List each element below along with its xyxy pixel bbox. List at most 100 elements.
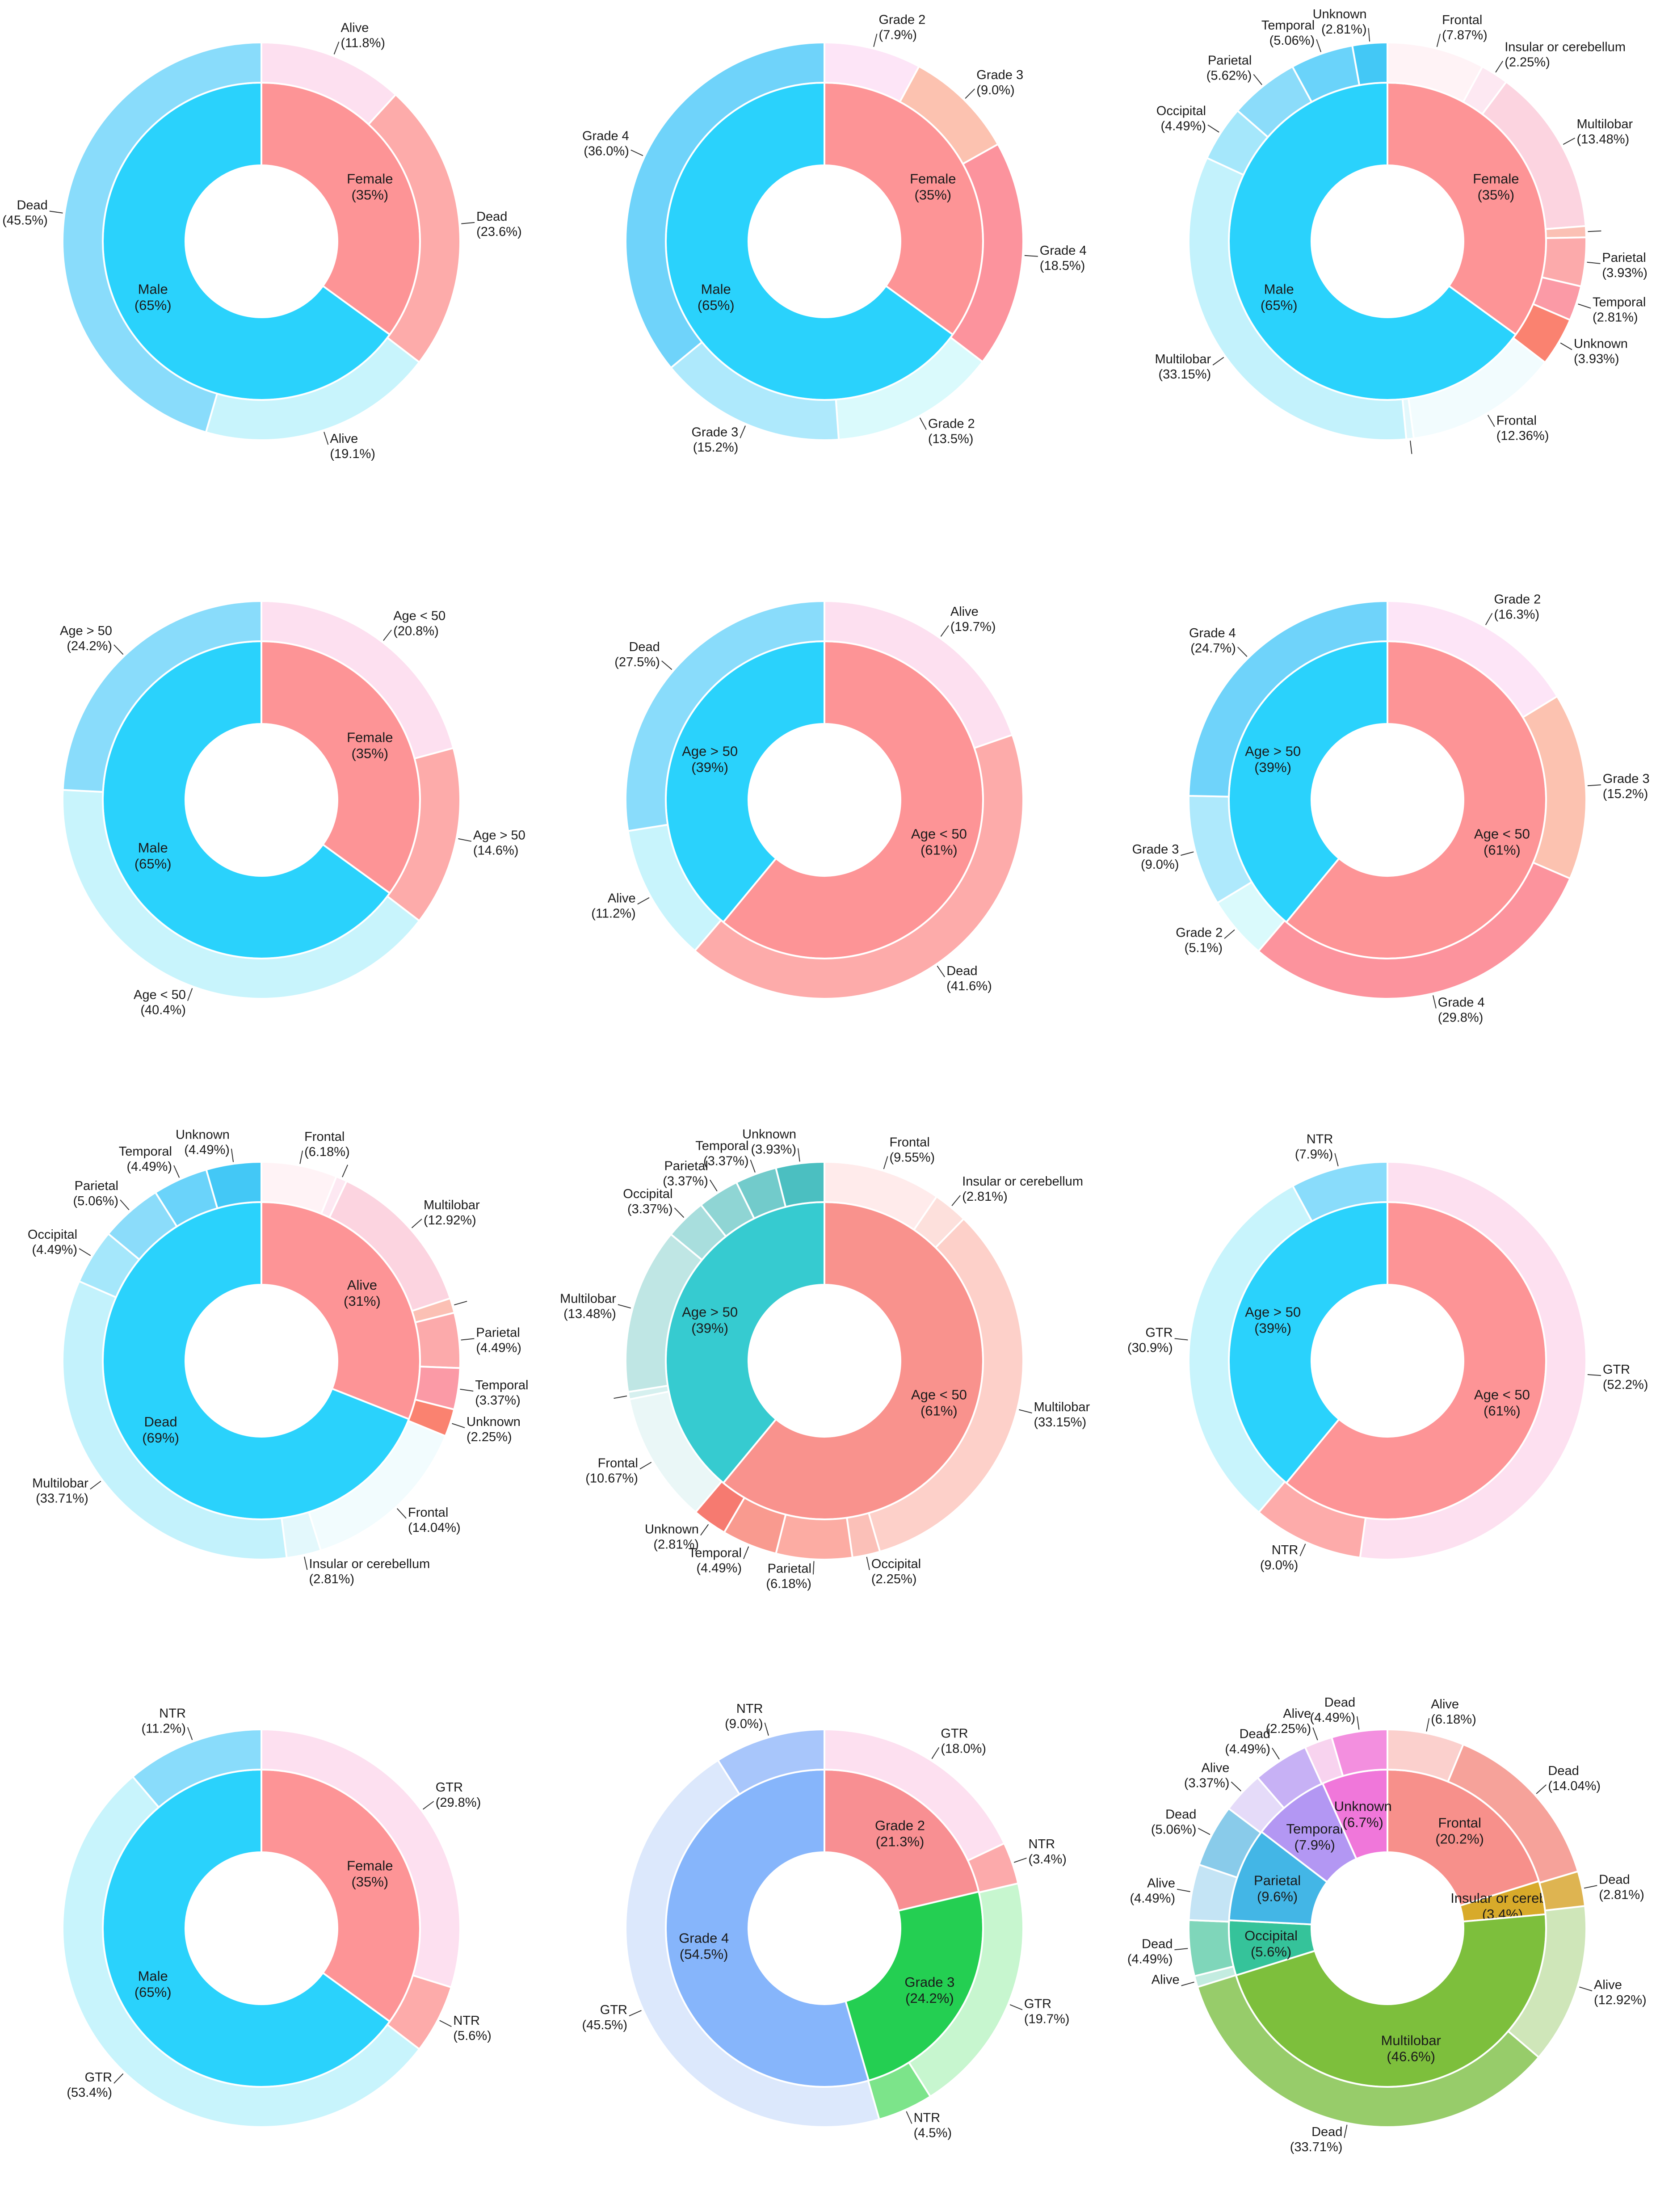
outer-label: Occipital — [623, 1187, 672, 1201]
outer-pct: (18.0%) — [941, 1741, 986, 1756]
outer-slice-ntr — [717, 1728, 825, 1796]
leader-line — [1207, 124, 1219, 133]
outer-label: Frontal — [408, 1506, 448, 1520]
outer-pct: (3.37%) — [1184, 1776, 1230, 1791]
outer-slice-dead — [1188, 1919, 1235, 1977]
leader-line — [866, 1556, 870, 1570]
outer-label: GTR — [436, 1780, 463, 1795]
outer-label: Age < 50 — [393, 609, 446, 623]
outer-slice-dead — [1330, 1728, 1388, 1777]
leader-line — [661, 660, 672, 670]
leader-line — [120, 1199, 130, 1211]
outer-pct: (9.0%) — [1141, 858, 1179, 872]
outer-pct: (33.71%) — [1290, 2140, 1343, 2154]
outer-label: Dead — [1240, 1727, 1270, 1741]
leader-line — [1487, 415, 1495, 427]
inner-pct: (24.2%) — [905, 1990, 954, 2006]
inner-label: Age > 50 — [1245, 744, 1301, 759]
leader-line — [1578, 303, 1591, 309]
leader-line — [1013, 1857, 1027, 1863]
outer-pct: (7.9%) — [879, 28, 917, 42]
outer-label: Insular or cerebellum — [1505, 40, 1626, 55]
leader-line — [333, 42, 340, 55]
outer-pct: (4.49%) — [696, 1561, 742, 1576]
outer-label: Grade 2 — [1176, 925, 1223, 940]
outer-label: Parietal — [476, 1326, 520, 1340]
outer-pct: (2.25%) — [1505, 55, 1550, 70]
leader-line — [1344, 2124, 1348, 2138]
inner-pct: (65%) — [134, 856, 172, 872]
donut-chart-8: Age < 50(61%)Age > 50(39%)Frontal(9.55%)… — [560, 1127, 1090, 1591]
inner-pct: (20.2%) — [1435, 1831, 1484, 1847]
outer-pct: (30.9%) — [1127, 1341, 1173, 1355]
leader-line — [709, 1179, 718, 1192]
leader-line — [411, 1219, 422, 1228]
leader-line — [187, 988, 193, 1001]
inner-label: Parietal — [1254, 1873, 1301, 1888]
outer-pct: (27.5%) — [614, 655, 660, 669]
outer-pct: (5.06%) — [1269, 34, 1315, 48]
outer-slice-age-50 — [62, 600, 262, 793]
leader-line — [919, 417, 927, 430]
outer-label: Parietal — [768, 1561, 811, 1576]
outer-pct: (14.04%) — [408, 1521, 461, 1535]
outer-label: Dead — [1599, 1872, 1630, 1887]
donut-chart-5: Age < 50(61%)Age > 50(39%)Alive(19.7%)De… — [591, 600, 1024, 1000]
outer-pct: (12.92%) — [424, 1213, 476, 1228]
leader-line — [1588, 230, 1601, 232]
inner-label: Male — [1264, 282, 1294, 297]
donut-chart-7: Alive(31%)Dead(69%)Frontal(6.18%)Multilo… — [28, 1128, 529, 1586]
inner-pct: (9.6%) — [1257, 1889, 1298, 1905]
outer-label: Alive — [1594, 1978, 1622, 1992]
inner-pct: (54.5%) — [680, 1946, 728, 1962]
outer-label: Grade 2 — [1494, 592, 1541, 606]
inner-pct: (65%) — [134, 1985, 172, 2000]
outer-label: Age > 50 — [473, 828, 525, 843]
outer-pct: (3.37%) — [627, 1202, 673, 1216]
leader-line — [113, 644, 124, 655]
leader-line — [231, 1148, 234, 1162]
outer-pct: (3.37%) — [663, 1174, 708, 1188]
leader-line — [812, 1561, 815, 1575]
leader-line — [342, 1165, 349, 1177]
outer-pct: (36.0%) — [584, 144, 629, 159]
outer-pct: (5.06%) — [1151, 1822, 1197, 1837]
outer-pct: (3.37%) — [475, 1393, 521, 1408]
outer-pct: (3.93%) — [751, 1143, 796, 1157]
outer-pct: (3.37%) — [703, 1154, 749, 1169]
outer-slice-gtr — [261, 1728, 461, 1989]
outer-label: Occipital — [28, 1228, 77, 1242]
outer-pct: (3.93%) — [1602, 266, 1648, 280]
leader-line — [743, 1546, 749, 1559]
outer-slice-parietal — [414, 1312, 462, 1369]
outer-label: Multilobar — [1034, 1400, 1090, 1414]
outer-pct: (4.49%) — [1160, 119, 1206, 134]
outer-pct: (2.25%) — [1266, 1722, 1311, 1736]
outer-pct: (4.5%) — [914, 2126, 952, 2140]
leader-line — [396, 1508, 407, 1519]
leader-line — [965, 88, 975, 99]
inner-label: Age < 50 — [911, 1387, 967, 1402]
leader-line — [173, 1165, 180, 1178]
inner-pct: (65%) — [698, 298, 735, 313]
outer-pct: (9.0%) — [976, 83, 1014, 97]
inner-label: Female — [910, 171, 956, 186]
leader-line — [1198, 1828, 1210, 1835]
outer-label: Temporal — [689, 1546, 742, 1560]
outer-pct: (12.36%) — [1496, 429, 1549, 443]
outer-label: Grade 2 — [928, 416, 975, 431]
leader-line — [1174, 1338, 1188, 1341]
outer-label: Multilobar — [1577, 117, 1633, 131]
outer-pct: (11.8%) — [341, 36, 385, 50]
outer-slice-age-50 — [62, 789, 421, 1000]
outer-label: Grade 3 — [1132, 842, 1179, 857]
outer-label: Multilobar — [32, 1476, 88, 1491]
outer-label: Parietal — [1602, 251, 1646, 265]
inner-pct: (7.9%) — [1295, 1837, 1335, 1853]
outer-label: Frontal — [304, 1130, 345, 1144]
leader-line — [873, 34, 878, 47]
outer-pct: (4.49%) — [1310, 1711, 1356, 1725]
outer-pct: (3.93%) — [1574, 352, 1619, 366]
leader-line — [1426, 1718, 1430, 1732]
outer-pct: (10.67%) — [585, 1471, 638, 1485]
